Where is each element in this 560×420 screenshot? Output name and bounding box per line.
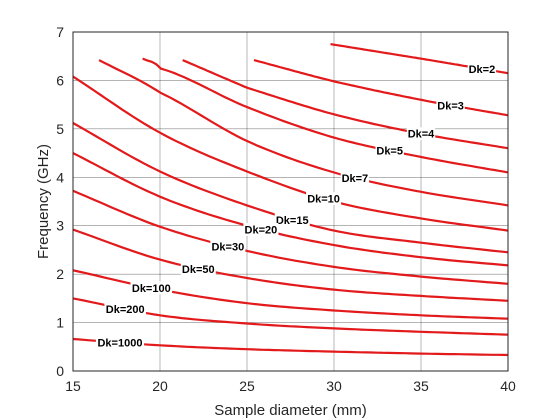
curve-label-bg bbox=[130, 281, 173, 295]
curve-label-dk-10: Dk=10 bbox=[307, 194, 340, 206]
curve-dk-5 bbox=[142, 57, 509, 174]
x-axis-label: Sample diameter (mm) bbox=[214, 402, 367, 419]
x-tick-label: 20 bbox=[152, 378, 168, 394]
curve-label-bg bbox=[436, 98, 465, 112]
y-tick-label: 6 bbox=[56, 72, 64, 88]
curve-dk-3 bbox=[253, 59, 509, 117]
curve-label-bg bbox=[406, 127, 436, 141]
curve-dk-7 bbox=[98, 59, 509, 207]
y-tick-label: 1 bbox=[56, 315, 64, 331]
curve-dk-10 bbox=[72, 75, 509, 232]
x-tick-label: 35 bbox=[413, 378, 429, 394]
y-tick-label: 0 bbox=[56, 363, 64, 379]
grid bbox=[72, 31, 509, 372]
y-tick-label: 5 bbox=[56, 121, 64, 137]
curve-label-dk-50: Dk=50 bbox=[182, 264, 215, 276]
curve-dk-20 bbox=[72, 152, 509, 267]
y-tick-label: 3 bbox=[56, 218, 64, 234]
curve-label-bg bbox=[306, 192, 342, 206]
x-tick-label: 25 bbox=[239, 378, 255, 394]
curve-label-dk-3: Dk=3 bbox=[437, 100, 464, 112]
curve-label-dk-200: Dk=200 bbox=[106, 304, 145, 316]
y-tick-label: 2 bbox=[56, 266, 64, 282]
x-tick-label: 15 bbox=[65, 378, 81, 394]
y-tick-label: 4 bbox=[56, 169, 64, 185]
curve-label-bg bbox=[210, 239, 246, 253]
y-axis-label: Frequency (GHz) bbox=[35, 144, 52, 259]
curve-label-dk-4: Dk=4 bbox=[408, 129, 435, 141]
curve-dk-1000 bbox=[72, 337, 509, 357]
curve-label-bg bbox=[375, 144, 404, 158]
curve-label-dk-2: Dk=2 bbox=[469, 64, 496, 76]
plot-frame bbox=[72, 31, 509, 372]
curve-label-bg bbox=[180, 262, 216, 276]
curve-dk-4 bbox=[182, 59, 509, 150]
curve-dk-30 bbox=[72, 189, 509, 285]
curve-label-bg bbox=[467, 62, 497, 76]
curve-label-bg bbox=[95, 336, 145, 350]
curve-label-dk-1000: Dk=1000 bbox=[97, 338, 142, 350]
curve-label-bg bbox=[104, 302, 146, 316]
curve-label-dk-100: Dk=100 bbox=[132, 283, 171, 295]
curve-dk-50 bbox=[72, 228, 509, 302]
x-tick-labels: 15 20 25 30 35 40 bbox=[65, 378, 516, 394]
curves bbox=[72, 43, 509, 357]
curve-label-bg bbox=[340, 171, 370, 185]
curve-label-bg bbox=[274, 213, 310, 227]
curve-label-dk-5: Dk=5 bbox=[376, 146, 403, 158]
curve-label-dk-15: Dk=15 bbox=[276, 215, 309, 227]
y-tick-labels: 0 1 2 3 4 5 6 7 bbox=[56, 24, 64, 379]
y-tick-label: 7 bbox=[56, 24, 64, 40]
x-tick-label: 30 bbox=[326, 378, 342, 394]
curve-label-bg bbox=[243, 222, 279, 236]
curve-label-dk-30: Dk=30 bbox=[211, 241, 244, 253]
x-tick-label: 40 bbox=[500, 378, 516, 394]
curve-label-dk-20: Dk=20 bbox=[245, 224, 278, 236]
curve-labels: Dk=2 Dk=3 Dk=4 Dk=5 Dk=7Dk=10 Dk=15Dk=20Dk=30… bbox=[95, 62, 497, 350]
curve-label-dk-7: Dk=7 bbox=[342, 173, 369, 185]
